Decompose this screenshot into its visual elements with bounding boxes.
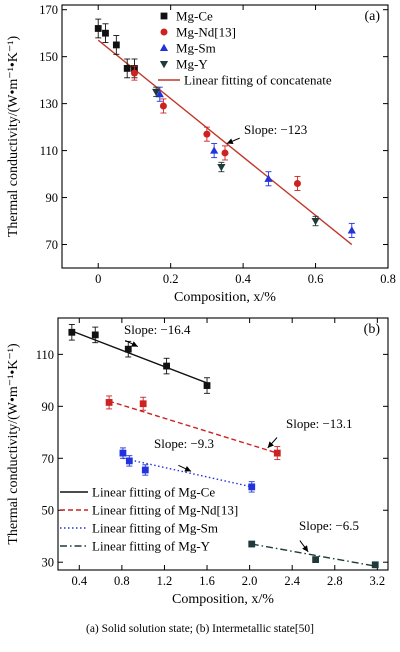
legend-label: Linear fitting of Mg-Nd[13]	[92, 503, 238, 518]
x-axis-title: Composition, x/%	[172, 592, 274, 607]
x-tick-label: 3.2	[370, 574, 386, 588]
data-point	[293, 179, 301, 187]
y-tick-label: 70	[42, 452, 55, 466]
data-point	[210, 146, 219, 154]
x-tick-label: 1.2	[157, 574, 173, 588]
data-point	[311, 217, 320, 226]
fit-line	[71, 330, 208, 384]
legend-marker	[160, 28, 168, 36]
x-tick-label: 1.6	[199, 574, 215, 588]
y-tick-label: 130	[39, 97, 58, 111]
y-tick-label: 30	[42, 556, 55, 570]
legend-label: Linear fitting of Mg-Ce	[92, 485, 215, 500]
legend-marker	[160, 12, 168, 20]
x-tick-label: 2.0	[242, 574, 258, 588]
x-tick-label: 0.4	[71, 574, 87, 588]
y-tick-label: 70	[46, 238, 59, 252]
arrow-head	[184, 466, 192, 472]
data-point	[248, 483, 256, 491]
data-point	[155, 89, 164, 98]
plot-frame	[61, 4, 389, 269]
data-point	[125, 457, 133, 465]
chart-panel-a: 0 0.2 0.4 0.6 0.8 70 90 110 130 150 170 Composition…	[6, 3, 396, 305]
legend-label: Linear fitting of concatenate	[184, 73, 332, 88]
x-tick-label: 0.4	[235, 272, 251, 286]
data-point	[347, 226, 356, 234]
y-tick-label: 110	[36, 348, 54, 362]
arrow-head	[267, 441, 274, 448]
panel-label: (b)	[364, 322, 381, 337]
y-tick-label: 90	[46, 191, 59, 205]
x-tick-label: 0.8	[114, 574, 130, 588]
legend-label: Linear fitting of Mg-Sm	[92, 521, 218, 536]
arrow-head	[226, 138, 234, 144]
data-point	[94, 25, 102, 32]
y-tick-label: 90	[42, 400, 55, 414]
legend-label: Linear fitting of Mg-Y	[92, 539, 211, 554]
fit-line	[108, 400, 278, 454]
data-point	[119, 449, 127, 457]
data-point	[264, 174, 273, 182]
slope-annotation: Slope: −16.4	[124, 322, 191, 337]
slope-annotation: Slope: −123	[244, 122, 307, 137]
data-point	[312, 556, 320, 564]
data-point	[112, 41, 120, 49]
data-point	[217, 163, 226, 172]
x-tick-label: 0.2	[163, 272, 179, 286]
data-point	[68, 328, 76, 336]
x-tick-label: 0.6	[308, 272, 324, 286]
data-point	[141, 466, 149, 474]
y-tick-label: 170	[39, 3, 58, 17]
slope-annotation: Slope: −9.3	[154, 436, 214, 451]
x-tick-label: 2.4	[284, 574, 300, 588]
data-point	[123, 65, 131, 72]
fit-line	[251, 543, 376, 567]
y-axis-title: Thermal conductivity/(W•m⁻¹•K⁻¹)	[6, 36, 21, 238]
y-axis-title: Thermal conductivity/(W•m⁻¹•K⁻¹)	[6, 343, 21, 545]
data-point	[203, 382, 211, 389]
data-point	[105, 399, 113, 406]
legend-label: Mg-Ce	[176, 9, 213, 24]
data-point	[139, 400, 147, 408]
data-point	[248, 540, 256, 548]
figure-canvas: 0 0.2 0.4 0.6 0.8 70 90 110 130 150 170 Composition…	[6, 3, 396, 607]
slope-annotation: Slope: −13.1	[286, 416, 353, 431]
arrow-head	[131, 341, 138, 347]
arrow-head	[302, 545, 309, 552]
data-point	[130, 69, 138, 77]
panel-label: (a)	[364, 9, 380, 24]
y-tick-label: 110	[40, 144, 58, 158]
fit-line	[97, 39, 353, 246]
slope-annotation: Slope: −6.5	[299, 518, 359, 533]
legend-label: Mg-Y	[176, 57, 208, 72]
legend-marker	[159, 60, 169, 69]
x-tick-label: 0	[95, 272, 101, 286]
x-tick-label: 0.8	[380, 272, 396, 286]
data-point	[273, 449, 281, 457]
plot-frame	[57, 317, 389, 571]
data-point	[102, 29, 109, 37]
data-point	[124, 345, 132, 353]
data-point	[91, 331, 99, 339]
y-tick-label: 50	[42, 504, 55, 518]
data-point	[221, 149, 229, 157]
chart-panel-b: 0.4 0.8 1.2 1.6 2.0 2.4 2.8 3.2 30 50 70 90 110 Compo…	[6, 317, 389, 607]
data-point	[203, 130, 211, 138]
data-point	[371, 561, 379, 569]
data-point	[163, 362, 170, 370]
y-tick-label: 150	[39, 50, 58, 64]
x-axis-title: Composition, x/%	[174, 290, 276, 305]
data-point	[159, 102, 167, 110]
legend-marker	[159, 43, 169, 52]
caption-text: (a) Solid solution state; (b) Intermetal…	[85, 623, 315, 635]
legend-label: Mg-Sm	[176, 41, 216, 56]
legend-label: Mg-Nd[13]	[176, 25, 236, 40]
figure-caption: (a) Solid solution state; (b) Intermetal…	[0, 623, 400, 635]
x-tick-label: 2.8	[327, 574, 343, 588]
data-point	[152, 88, 161, 97]
